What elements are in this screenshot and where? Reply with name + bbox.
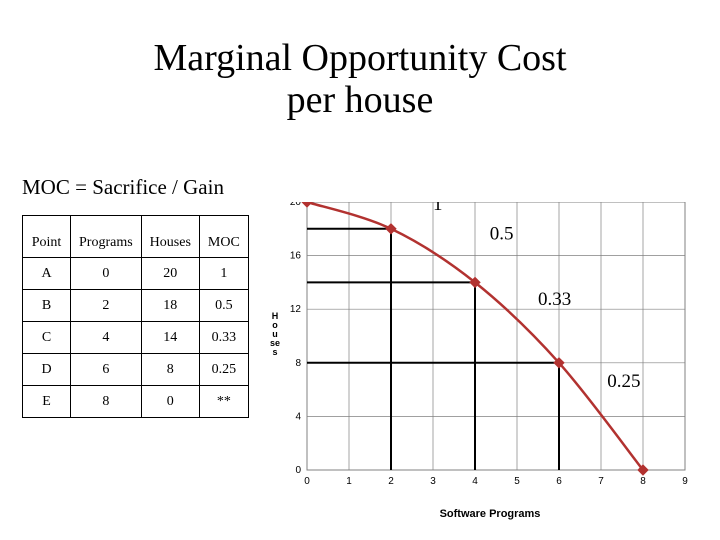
svg-text:16: 16	[290, 251, 302, 262]
svg-text:8: 8	[295, 358, 301, 369]
title-line2: per house	[287, 79, 434, 121]
moc-annotation: 0.25	[607, 371, 640, 392]
x-axis-label: Software Programs	[275, 508, 705, 520]
moc-formula: MOC = Sacrifice / Gain	[22, 175, 224, 200]
svg-text:4: 4	[472, 476, 478, 487]
svg-text:9: 9	[682, 476, 688, 487]
svg-text:12: 12	[290, 304, 302, 315]
moc-annotation: 1	[433, 202, 443, 215]
table-row: A0201	[23, 258, 249, 290]
data-point	[302, 202, 312, 207]
table-row: D680.25	[23, 354, 249, 386]
svg-text:3: 3	[430, 476, 436, 487]
col-header: Programs	[71, 216, 142, 258]
svg-text:6: 6	[556, 476, 562, 487]
svg-text:8: 8	[640, 476, 646, 487]
title-line1: Marginal Opportunity Cost	[153, 37, 566, 79]
data-point	[386, 224, 396, 234]
table-row: E80**	[23, 386, 249, 418]
svg-text:0: 0	[304, 476, 310, 487]
svg-text:4: 4	[295, 411, 301, 422]
data-table: PointProgramsHousesMOCA0201B2180.5C4140.…	[22, 215, 249, 418]
ppf-chart: Houses 012345678904812162010.50.330.25 S…	[275, 202, 705, 522]
col-header: MOC	[199, 216, 248, 258]
table-row: B2180.5	[23, 290, 249, 322]
svg-text:7: 7	[598, 476, 604, 487]
col-header: Houses	[141, 216, 199, 258]
svg-text:5: 5	[514, 476, 520, 487]
svg-text:20: 20	[290, 202, 302, 208]
svg-text:2: 2	[388, 476, 394, 487]
moc-annotation: 0.5	[490, 224, 514, 245]
moc-annotation: 0.33	[538, 289, 571, 310]
svg-text:0: 0	[295, 465, 301, 476]
svg-text:1: 1	[346, 476, 352, 487]
col-header: Point	[23, 216, 71, 258]
y-axis-label: Houses	[270, 312, 280, 357]
table-row: C4140.33	[23, 322, 249, 354]
